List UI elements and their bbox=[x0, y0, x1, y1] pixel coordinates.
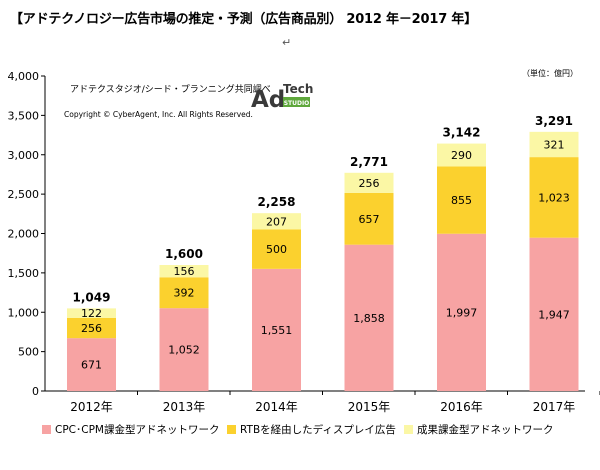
segment-value-label: 290 bbox=[451, 149, 472, 162]
bar-segment bbox=[159, 265, 209, 278]
bar-segment bbox=[437, 143, 486, 167]
segment-value-label: 500 bbox=[266, 243, 287, 256]
copyright-text: Copyright © CyberAgent, Inc. All Rights … bbox=[64, 110, 253, 119]
total-label: 1,049 bbox=[73, 290, 111, 304]
bar-segment bbox=[437, 166, 486, 234]
bar-segment bbox=[67, 308, 116, 318]
bar-segment bbox=[344, 192, 394, 245]
logo-main: Ad bbox=[251, 87, 285, 113]
bar-segment bbox=[67, 317, 116, 339]
segment-value-label: 156 bbox=[174, 265, 195, 278]
bar-segment bbox=[252, 213, 301, 230]
segment-value-label: 1,997 bbox=[446, 306, 478, 319]
unit-note: （単位：億円） bbox=[522, 68, 578, 78]
y-tick-label: 500 bbox=[18, 346, 39, 359]
source-note: アドテクスタジオ/シード・プランニング共同調べ bbox=[70, 83, 271, 95]
segment-value-label: 122 bbox=[81, 307, 102, 320]
x-category-label: 2013年 bbox=[163, 400, 206, 414]
segment-value-label: 256 bbox=[81, 322, 102, 335]
y-tick-label: 2,500 bbox=[8, 188, 40, 201]
segment-value-label: 256 bbox=[359, 177, 380, 190]
logo-bottom: STUDIO bbox=[284, 100, 310, 107]
chart-heading: 【アドテクノロジー広告市場の推定・予測（広告商品別） 2012 年－2017 年… bbox=[10, 12, 477, 27]
bar-segment bbox=[529, 237, 579, 391]
segment-value-label: 1,052 bbox=[168, 344, 200, 357]
segment-value-label: 657 bbox=[359, 213, 380, 226]
legend-swatch bbox=[227, 425, 236, 434]
legend-label: CPC･CPM課金型アドネットワーク bbox=[55, 423, 219, 436]
total-label: 3,142 bbox=[443, 126, 481, 140]
bar-segment bbox=[159, 277, 209, 309]
x-category-label: 2015年 bbox=[348, 400, 391, 414]
total-label: 2,258 bbox=[258, 195, 296, 209]
logo-badge bbox=[283, 97, 310, 107]
return-mark: ↵ bbox=[282, 36, 292, 49]
bar-segment bbox=[529, 131, 579, 158]
bars bbox=[67, 131, 579, 391]
bar-segment bbox=[252, 229, 301, 269]
y-tick-label: 4,000 bbox=[8, 70, 40, 83]
value-labels: 671 256 122 1,049 2012年 1,052 392 156 1,600 2013年… bbox=[70, 114, 575, 414]
segment-value-label: 1,551 bbox=[261, 324, 293, 337]
segment-value-label: 671 bbox=[81, 359, 102, 372]
y-tick-label: 2,000 bbox=[8, 228, 40, 241]
segment-value-label: 207 bbox=[266, 215, 287, 228]
bar-segment bbox=[67, 338, 116, 391]
y-tick-label: 3,000 bbox=[8, 149, 40, 162]
bar-segment bbox=[437, 233, 486, 391]
y-tick-label: 0 bbox=[32, 385, 39, 398]
x-category-label: 2014年 bbox=[255, 400, 298, 414]
legend: CPC･CPM課金型アドネットワーク RTBを経由したディスプレイ広告 成果課金型ア… bbox=[42, 423, 554, 436]
x-category-label: 2016年 bbox=[440, 400, 483, 414]
y-tick-label: 1,500 bbox=[8, 267, 40, 280]
segment-value-label: 1,947 bbox=[538, 308, 570, 321]
axes: 0 500 1,000 1,500 2,000 2,500 3,000 3,500 4,000 bbox=[8, 70, 600, 398]
bar-segment bbox=[529, 157, 579, 238]
x-category-label: 2012年 bbox=[70, 400, 113, 414]
bar-segment bbox=[344, 172, 394, 193]
total-label: 1,600 bbox=[165, 247, 203, 261]
segment-value-label: 321 bbox=[544, 138, 565, 151]
segment-value-label: 1,858 bbox=[353, 312, 385, 325]
segment-value-label: 392 bbox=[174, 287, 195, 300]
segment-value-label: 1,023 bbox=[538, 191, 570, 204]
y-tick-label: 3,500 bbox=[8, 109, 40, 122]
segment-value-label: 855 bbox=[451, 194, 472, 207]
x-category-label: 2017年 bbox=[533, 400, 576, 414]
total-label: 2,771 bbox=[350, 155, 388, 169]
logo-top: Tech bbox=[283, 82, 313, 96]
legend-swatch bbox=[42, 425, 51, 434]
bar-segment bbox=[344, 244, 394, 391]
bar-segment bbox=[252, 268, 301, 391]
y-tick-label: 1,000 bbox=[8, 306, 40, 319]
adtech-studio-logo: Ad Tech STUDIO bbox=[251, 82, 313, 113]
legend-label: 成果課金型アドネットワーク bbox=[417, 423, 554, 436]
legend-label: RTBを経由したディスプレイ広告 bbox=[240, 423, 396, 436]
total-label: 3,291 bbox=[535, 114, 573, 128]
bar-segment bbox=[159, 308, 209, 391]
legend-swatch bbox=[404, 425, 413, 434]
